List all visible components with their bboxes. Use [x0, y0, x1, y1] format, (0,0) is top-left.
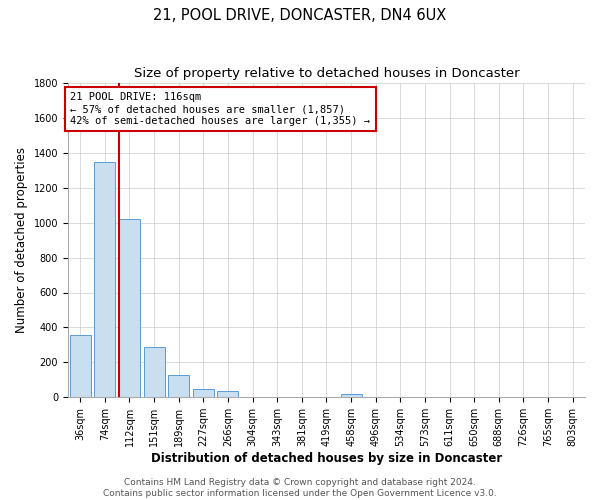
Bar	[70, 336, 91, 397]
Bar	[341, 394, 362, 397]
Bar	[168, 374, 189, 397]
Text: 21, POOL DRIVE, DONCASTER, DN4 6UX: 21, POOL DRIVE, DONCASTER, DN4 6UX	[154, 8, 446, 22]
Title: Size of property relative to detached houses in Doncaster: Size of property relative to detached ho…	[134, 68, 519, 80]
Y-axis label: Number of detached properties: Number of detached properties	[15, 147, 28, 333]
Text: Contains HM Land Registry data © Crown copyright and database right 2024.
Contai: Contains HM Land Registry data © Crown c…	[103, 478, 497, 498]
Bar	[119, 219, 140, 397]
Bar	[143, 346, 164, 397]
Bar	[94, 162, 115, 397]
Text: 21 POOL DRIVE: 116sqm
← 57% of detached houses are smaller (1,857)
42% of semi-d: 21 POOL DRIVE: 116sqm ← 57% of detached …	[70, 92, 370, 126]
Bar	[217, 391, 238, 397]
Bar	[193, 390, 214, 397]
X-axis label: Distribution of detached houses by size in Doncaster: Distribution of detached houses by size …	[151, 452, 502, 465]
